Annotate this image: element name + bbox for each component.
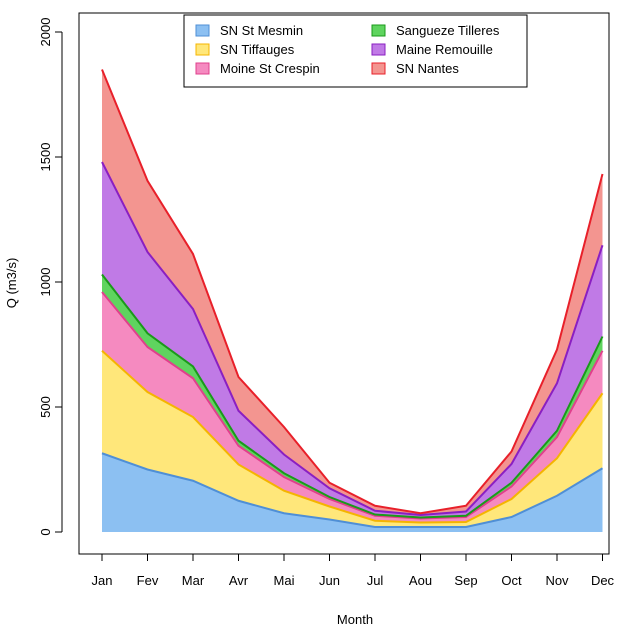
area-sn-nantes <box>102 69 603 515</box>
area-sn-st-mesmin <box>102 453 603 532</box>
x-tick-label-aou: Aou <box>409 573 432 588</box>
legend-swatch-sn-st-mesmin <box>195 24 210 37</box>
y-tick-label: 1500 <box>38 143 53 172</box>
legend-label-sn-st-mesmin: SN St Mesmin <box>220 23 303 38</box>
x-tick-label-mai: Mai <box>274 573 295 588</box>
line-sangueze-tilleres <box>101 273 604 519</box>
line-sn-st-mesmin <box>101 452 604 528</box>
legend-label-sn-nantes: SN Nantes <box>396 61 459 76</box>
legend-swatch-sn-tiffauges <box>195 43 210 56</box>
legend-swatch-maine-remouille <box>371 43 386 56</box>
line-sn-nantes <box>101 69 604 515</box>
x-tick-label-dec: Dec <box>591 573 615 588</box>
y-tick-label: 2000 <box>38 18 53 47</box>
legend-label-sn-tiffauges: SN Tiffauges <box>220 42 295 57</box>
series-lines <box>101 69 604 528</box>
x-axis-title: Month <box>337 612 373 625</box>
x-tick-label-jan: Jan <box>92 573 113 588</box>
x-tick-label-sep: Sep <box>454 573 477 588</box>
x-tick-label-mar: Mar <box>182 573 205 588</box>
y-tick-label: 0 <box>38 528 53 535</box>
y-axis: 0 500 1000 1500 2000 <box>38 18 63 536</box>
x-tick-label-jun: Jun <box>319 573 340 588</box>
legend-label-maine-remouille: Maine Remouille <box>396 42 493 57</box>
legend-label-sangueze-tilleres: Sangueze Tilleres <box>396 23 500 38</box>
line-sn-tiffauges <box>101 350 604 524</box>
line-maine-remouille <box>101 161 604 517</box>
x-tick-label-nov: Nov <box>545 573 569 588</box>
line-moine-st-crespin <box>101 291 604 520</box>
x-tick-label-oct: Oct <box>501 573 522 588</box>
y-tick-label: 500 <box>38 396 53 418</box>
area-sn-tiffauges <box>102 350 603 527</box>
area-maine-remouille <box>102 162 603 518</box>
area-moine-st-crespin <box>102 292 603 523</box>
legend-label-moine-st-crespin: Moine St Crespin <box>220 61 320 76</box>
x-tick-label-avr: Avr <box>229 573 249 588</box>
x-tick-label-fev: Fev <box>137 573 159 588</box>
y-axis-title: Q (m3/s) <box>4 258 19 309</box>
x-tick-label-jul: Jul <box>367 573 384 588</box>
x-axis: Jan Fev Mar Avr Mai Jun Jul Aou Sep Oct Nov Dec <box>92 553 615 588</box>
area-layers <box>102 69 603 532</box>
legend-swatch-sangueze-tilleres <box>371 24 386 37</box>
legend-swatch-sn-nantes <box>371 62 386 75</box>
legend-swatch-moine-st-crespin <box>195 62 210 75</box>
legend: SN St Mesmin SN Tiffauges Moine St Crespin… <box>183 14 528 88</box>
y-tick-label: 1000 <box>38 268 53 297</box>
legend-box <box>183 14 528 88</box>
